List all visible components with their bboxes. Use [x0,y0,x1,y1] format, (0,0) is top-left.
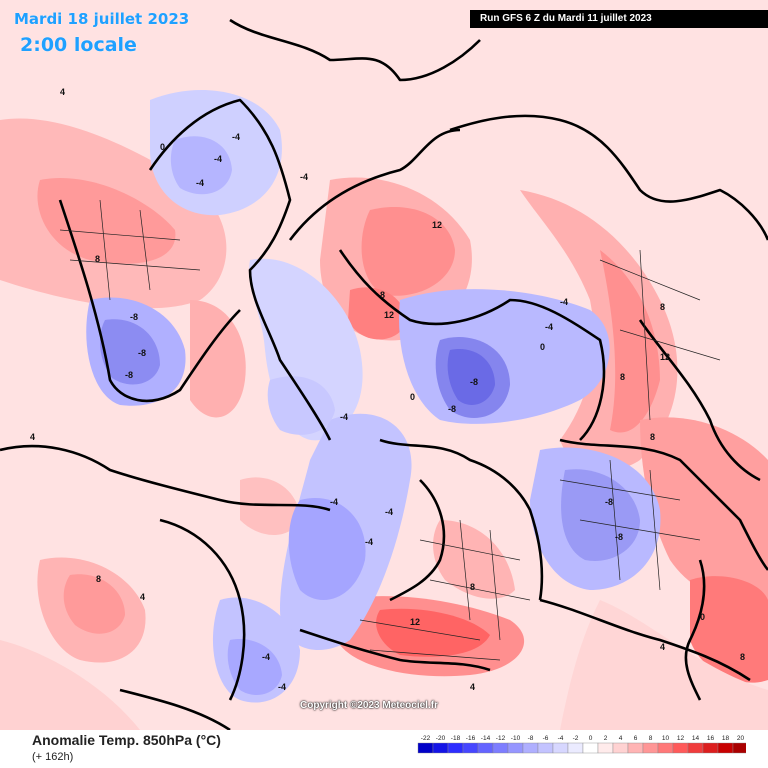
legend-tick: 16 [707,735,715,742]
legend-tick: -16 [466,735,476,742]
anomaly-label: 8 [650,432,655,442]
anomaly-map: -4 -4 -4 -4 -8 -8 -8 -8 -8 -4 -4 -4 -4 -4 -4 -8 -8 -4 -4 0 0… [0,0,768,730]
legend-swatch [567,742,584,754]
copyright: Copyright ©2023 Meteociel.fr [300,700,438,711]
legend-tick: -22 [421,735,431,742]
anomaly-label: -8 [605,497,613,507]
anomaly-label: -8 [470,377,478,387]
anomaly-label: 4 [140,592,145,602]
legend-tick: 20 [737,735,745,742]
anomaly-label: -4 [232,132,240,142]
legend-tick: -4 [558,735,564,742]
legend-tick: -18 [451,735,461,742]
legend-tick: 10 [662,735,670,742]
anomaly-label: 8 [95,254,100,264]
anomaly-label: -8 [138,348,146,358]
legend-swatch [492,742,509,754]
anomaly-label: -4 [262,652,270,662]
legend-tick: -8 [528,735,534,742]
anomaly-label: 4 [30,432,35,442]
legend-swatch [657,742,674,754]
legend-swatch [507,742,524,754]
legend-swatch [672,742,689,754]
legend-swatch [582,742,599,754]
anomaly-label: -4 [340,412,348,422]
anomaly-label: 12 [410,617,420,627]
map-canvas: -4-4-4-4-8-8-8-8-8-4-4-4-4-4-4-8-8-4-400… [0,0,768,730]
forecast-date: Mardi 18 juillet 2023 [14,10,190,28]
legend-swatch [447,742,464,754]
legend-swatch [642,742,659,754]
legend-tick: -10 [511,735,521,742]
color-legend: -22 -20 -18 -16 -14 -12 -10 -8 -6 -4 -2 0 2 4 6 8 10 12 14… [417,735,746,754]
legend-tick: 12 [677,735,685,742]
legend-swatch [612,742,629,754]
anomaly-label: -4 [365,537,373,547]
anomaly-label: 12 [432,220,442,230]
legend-swatch [462,742,479,754]
anomaly-label: -4 [545,322,553,332]
anomaly-label: 8 [380,290,385,300]
legend-tick: -20 [436,735,446,742]
legend-tick: 14 [692,735,700,742]
forecast-time: 2:00 locale [20,34,137,56]
anomaly-label: -8 [130,312,138,322]
legend-swatch [627,742,644,754]
anomaly-label: 4 [60,87,65,97]
run-banner: Run GFS 6 Z du Mardi 11 juillet 2023 [470,10,768,28]
anomaly-label: -4 [300,172,308,182]
anomaly-label: 0 [410,392,415,402]
legend-swatch [522,742,539,754]
anomaly-label: -4 [214,154,222,164]
anomaly-label: 0 [700,612,705,622]
anomaly-label: -4 [196,178,204,188]
anomaly-label: 0 [540,342,545,352]
anomaly-label: -8 [448,404,456,414]
anomaly-label: -8 [125,370,133,380]
legend-swatch [477,742,494,754]
legend-tick: 2 [604,735,608,742]
anomaly-label: -4 [560,297,568,307]
legend-tick: -2 [573,735,579,742]
legend-swatch [552,742,569,754]
borders [59,199,721,661]
legend-tick: 4 [619,735,623,742]
anomaly-label: 12 [660,352,670,362]
anomaly-label: -4 [278,682,286,692]
legend-tick: 6 [634,735,638,742]
anomaly-label: 12 [384,310,394,320]
lead-time: (+ 162h) [32,751,74,763]
anomaly-label: 4 [470,682,475,692]
footer-bar: Anomalie Temp. 850hPa (°C) (+ 162h) -22-… [0,730,768,768]
anomaly-label: 8 [620,372,625,382]
legend-swatch [702,742,719,754]
legend-swatch [687,742,704,754]
legend-swatch [717,742,734,754]
legend-swatch [537,742,554,754]
legend-swatch [597,742,614,754]
legend-swatch [417,742,434,754]
anomaly-label: 8 [96,574,101,584]
legend-tick: 18 [722,735,730,742]
coastlines [0,18,768,730]
anomaly-labels: -4-4-4-4-8-8-8-8-8-4-4-4-4-4-4-8-8-4-400… [30,87,745,692]
anomaly-label: 8 [660,302,665,312]
anomaly-label: 8 [470,582,475,592]
legend-swatch [432,742,449,754]
legend-tick: 0 [589,735,593,742]
legend-swatch [732,742,746,754]
anomaly-label: -4 [330,497,338,507]
anomaly-label: 8 [740,652,745,662]
anomaly-label: -8 [615,532,623,542]
anomaly-label: -4 [385,507,393,517]
legend-tick: -12 [496,735,506,742]
legend-tick: -6 [543,735,549,742]
anomaly-label: 0 [160,142,165,152]
variable-title: Anomalie Temp. 850hPa (°C) [32,732,221,748]
anomaly-label: 4 [660,642,665,652]
legend-tick: 8 [649,735,653,742]
legend-tick: -14 [481,735,491,742]
